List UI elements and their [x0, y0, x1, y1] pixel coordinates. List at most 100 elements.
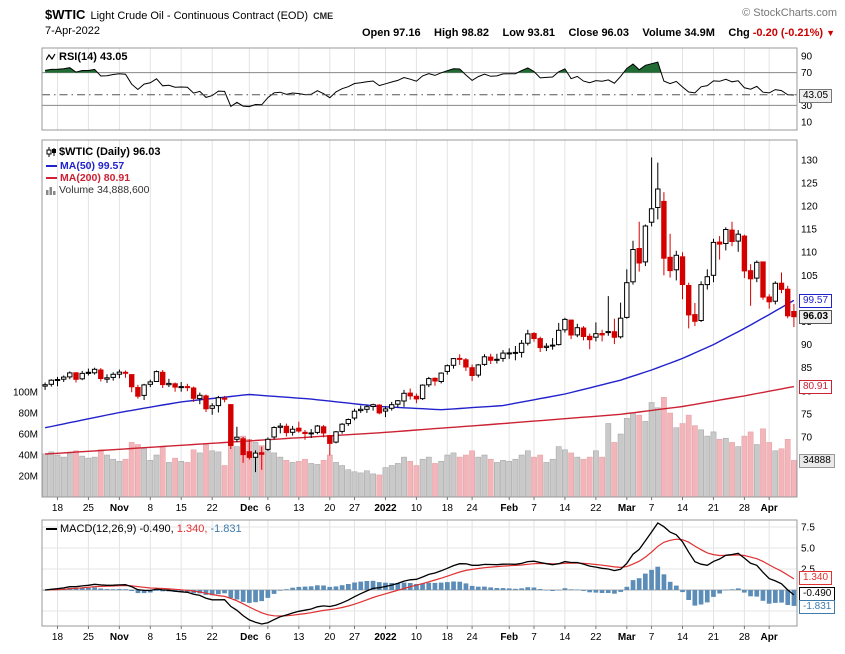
macd-hist-axis-value-box: -1.831: [799, 600, 836, 614]
chg-down-arrow-icon: ▼: [826, 28, 835, 38]
volume-bars-icon: [46, 186, 56, 195]
price-legend: $WTIC (Daily) 96.03: [46, 146, 160, 158]
svg-text:70: 70: [801, 68, 813, 79]
vertical-gridlines: [57, 48, 770, 626]
svg-text:Feb: Feb: [500, 503, 518, 514]
macd-legend-value: -0.490,: [139, 523, 174, 535]
svg-text:70: 70: [801, 432, 813, 443]
svg-text:40M: 40M: [19, 451, 38, 462]
rsi-line: [45, 61, 794, 108]
volume-legend: Volume 34,888,600: [46, 184, 150, 196]
svg-text:24: 24: [467, 632, 479, 643]
svg-text:85: 85: [801, 363, 813, 374]
candlestick-icon: [46, 147, 56, 158]
low-label: Low: [502, 27, 525, 39]
svg-text:24: 24: [467, 503, 479, 514]
svg-text:18: 18: [52, 503, 64, 514]
quote-bar: Open 97.16 High 98.82 Low 93.81 Close 96.03 …: [353, 23, 835, 41]
svg-text:2.5: 2.5: [801, 564, 815, 575]
rsi-axis-value-box: 43.05: [799, 89, 833, 103]
svg-text:75: 75: [801, 409, 813, 420]
svg-text:13: 13: [293, 503, 305, 514]
svg-text:22: 22: [590, 503, 602, 514]
ma50-axis-value-box: 99.57: [799, 294, 833, 308]
macd-hist-legend-value: -1.831: [210, 523, 242, 535]
ma200-axis-value-box: 80.91: [799, 380, 833, 394]
svg-text:2022: 2022: [374, 632, 397, 643]
svg-text:60M: 60M: [19, 430, 38, 441]
svg-text:13: 13: [293, 632, 305, 643]
svg-text:25: 25: [83, 632, 95, 643]
high-value: 98.82: [461, 27, 490, 39]
svg-text:7: 7: [531, 503, 537, 514]
svg-text:7: 7: [649, 632, 655, 643]
svg-text:Nov: Nov: [110, 632, 129, 643]
svg-text:90: 90: [801, 340, 813, 351]
high-label: High: [434, 27, 459, 39]
svg-text:Mar: Mar: [618, 632, 636, 643]
ma50-legend-text: MA(50) 99.57: [60, 160, 125, 172]
svg-text:Feb: Feb: [500, 632, 518, 643]
svg-text:21: 21: [708, 632, 720, 643]
macd-panel: [42, 522, 797, 625]
macd-line-icon: [46, 528, 57, 531]
svg-text:6: 6: [265, 503, 271, 514]
svg-text:7: 7: [531, 632, 537, 643]
svg-text:27: 27: [349, 632, 361, 643]
svg-text:90: 90: [801, 52, 813, 63]
svg-text:120: 120: [801, 202, 818, 213]
panel-borders: [41, 47, 798, 627]
svg-text:8: 8: [148, 632, 154, 643]
macd-axis-value-box: -0.490: [799, 587, 836, 601]
svg-text:80M: 80M: [19, 409, 38, 420]
svg-text:30: 30: [801, 101, 813, 112]
ma50-line-icon: [46, 165, 57, 168]
chart-title: Light Crude Oil - Continuous Contract (E…: [90, 10, 309, 22]
volume-value: 34.9M: [684, 27, 715, 39]
svg-text:125: 125: [801, 178, 818, 189]
ma50-line: [44, 299, 795, 429]
svg-text:18: 18: [442, 503, 454, 514]
quote-date: 7-Apr-2022: [45, 25, 101, 37]
volume-layer: [42, 397, 797, 497]
svg-text:21: 21: [708, 503, 720, 514]
volume-label: Volume: [642, 27, 682, 39]
macd-signal-axis-value-box: 1.340: [799, 571, 833, 585]
svg-text:110: 110: [801, 248, 817, 259]
svg-text:Nov: Nov: [110, 503, 129, 514]
svg-text:20: 20: [324, 632, 336, 643]
rsi-panel: [42, 61, 797, 108]
svg-text:130: 130: [801, 155, 818, 166]
macd-legend-name: MACD(12,26,9): [60, 523, 137, 535]
chg-label: Chg: [728, 27, 750, 39]
svg-text:14: 14: [559, 503, 571, 514]
svg-text:7.5: 7.5: [801, 522, 815, 533]
svg-text:7: 7: [649, 503, 655, 514]
svg-text:14: 14: [677, 632, 689, 643]
macd-line: [45, 522, 795, 625]
open-value: 97.16: [393, 27, 421, 39]
ma200-line-icon: [46, 177, 57, 180]
volume-legend-text: Volume 34,888,600: [59, 184, 150, 196]
svg-text:27: 27: [349, 503, 361, 514]
volume-axis-value-box: 34888: [799, 454, 835, 468]
svg-text:20M: 20M: [19, 472, 38, 483]
macd-legend: MACD(12,26,9) -0.490, 1.340, -1.831: [46, 523, 242, 535]
svg-text:15: 15: [176, 503, 188, 514]
svg-text:6: 6: [265, 632, 271, 643]
close-label: Close: [568, 27, 599, 39]
svg-text:28: 28: [739, 503, 751, 514]
svg-text:105: 105: [801, 271, 818, 282]
svg-text:10: 10: [411, 503, 423, 514]
svg-text:14: 14: [559, 632, 571, 643]
symbol: $WTIC: [45, 7, 86, 22]
svg-text:14: 14: [677, 503, 689, 514]
open-label: Open: [361, 27, 391, 39]
svg-text:18: 18: [52, 632, 64, 643]
svg-text:Dec: Dec: [240, 632, 259, 643]
svg-text:5.0: 5.0: [801, 543, 815, 554]
rsi-zigzag-icon: [45, 53, 56, 60]
macd-signal-line: [45, 538, 795, 617]
svg-text:22: 22: [207, 632, 219, 643]
